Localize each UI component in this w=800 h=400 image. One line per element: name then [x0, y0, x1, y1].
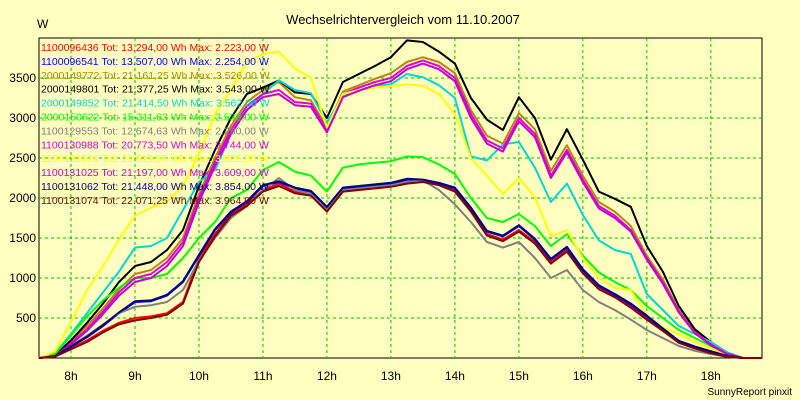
- series-line-11: [38, 177, 762, 359]
- x-tick-labels: 8h 9h 10h 11h 12h 13h 14h 15h 16h 17h 18h: [64, 369, 721, 383]
- y-tick-label: 1500: [9, 231, 36, 245]
- series-line-10: [38, 62, 762, 359]
- y-tick-label: 3000: [9, 111, 36, 125]
- x-tick-label: 15h: [509, 369, 529, 383]
- x-tick-label: 12h: [317, 369, 337, 383]
- x-tick-label: 9h: [128, 369, 141, 383]
- series-line-12: [38, 181, 762, 359]
- legend-entry-1: 1100096436 Tot: 13.294,00 Wh Max: 2.223,…: [41, 42, 269, 54]
- x-tick-label: 17h: [637, 369, 657, 383]
- credit-label: SunnyReport pinxit: [708, 387, 793, 398]
- y-tick-label: 2000: [9, 191, 36, 205]
- y-axis-label: W: [37, 17, 49, 31]
- legend-entry-12: 1100131074 Tot: 22.071,25 Wh Max: 3.964,…: [41, 195, 269, 207]
- x-tick-label: 11h: [253, 369, 272, 383]
- y-tick-labels: 500 1000 1500 2000 2500 3000 3500: [9, 71, 36, 325]
- x-tick-label: 14h: [445, 369, 465, 383]
- legend-entry-11: 1100131062 Tot: 21.448,00 Wh Max: 3.854,…: [41, 181, 269, 193]
- legend-entry-7: 1100129553 Tot: 12.674,63 Wh Max: 2.280,…: [41, 125, 269, 137]
- series-line-4: [38, 39, 762, 359]
- series-lines: [38, 39, 762, 359]
- x-tick-label: 18h: [701, 369, 721, 383]
- x-tick-label: 10h: [189, 369, 209, 383]
- x-tick-label: 13h: [381, 369, 401, 383]
- legend-entry-10: 1100131025 Tot: 21.197,00 Wh Max: 3.609,…: [41, 167, 269, 179]
- chart-title: Wechselrichtervergleich vom 11.10.2007: [286, 12, 520, 27]
- series-line-6: [38, 155, 762, 359]
- series-line-7: [38, 177, 762, 359]
- y-tick-label: 3500: [9, 71, 36, 85]
- series-line-5: [38, 73, 762, 359]
- legend-entry-9: 1100131006 Tot: 21.619,50 Wh Max: 3.826,…: [41, 153, 269, 165]
- legend-entry-3: 2000149772 Tot: 21.161,25 Wh Max: 3.526,…: [41, 70, 270, 82]
- x-tick-label: 16h: [573, 369, 593, 383]
- y-tick-label: 2500: [9, 151, 36, 165]
- legend: 1100096436 Tot: 13.294,00 Wh Max: 2.223,…: [41, 42, 270, 207]
- legend-entry-8: 1100130988 Tot: 20.773,50 Wh Max: 3.744,…: [41, 139, 269, 151]
- series-line-9: [38, 50, 762, 359]
- legend-entry-6: 2000150622 Tot: 15.311,63 Wh Max: 2.532,…: [41, 112, 269, 124]
- grid: [39, 38, 762, 358]
- y-tick-label: 500: [16, 311, 36, 325]
- x-tick-label: 8h: [64, 369, 77, 383]
- legend-entry-2: 1100096541 Tot: 13.507,00 Wh Max: 2.254,…: [41, 56, 269, 68]
- series-line-3: [38, 56, 762, 359]
- legend-entry-5: 2000149852 Tot: 21.414,50 Wh Max: 3.562,…: [41, 98, 270, 110]
- legend-entry-4: 2000149801 Tot: 21.377,25 Wh Max: 3.543,…: [41, 84, 270, 96]
- y-tick-label: 1000: [9, 271, 36, 285]
